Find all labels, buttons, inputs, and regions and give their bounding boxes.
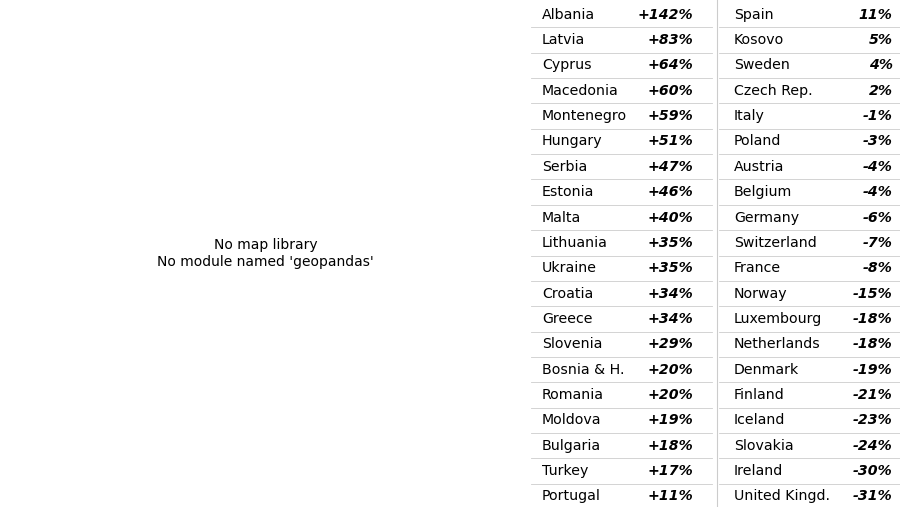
Text: +142%: +142%: [638, 8, 693, 22]
Text: Bulgaria: Bulgaria: [542, 439, 601, 453]
Text: France: France: [734, 261, 781, 275]
Text: Cyprus: Cyprus: [542, 58, 591, 73]
Text: -21%: -21%: [853, 388, 893, 402]
Text: Hungary: Hungary: [542, 134, 603, 149]
Text: +46%: +46%: [648, 185, 693, 199]
Text: Italy: Italy: [734, 109, 765, 123]
Text: Romania: Romania: [542, 388, 604, 402]
Text: Czech Rep.: Czech Rep.: [734, 84, 813, 98]
Text: No map library
No module named 'geopandas': No map library No module named 'geopanda…: [158, 238, 374, 269]
Text: -30%: -30%: [853, 464, 893, 478]
Text: +60%: +60%: [648, 84, 693, 98]
Text: Spain: Spain: [734, 8, 774, 22]
Text: Sweden: Sweden: [734, 58, 790, 73]
Text: Slovakia: Slovakia: [734, 439, 794, 453]
Text: Bosnia & H.: Bosnia & H.: [542, 363, 625, 377]
Text: Malta: Malta: [542, 210, 581, 225]
Text: 4%: 4%: [868, 58, 893, 73]
Text: Albania: Albania: [542, 8, 595, 22]
Text: -19%: -19%: [853, 363, 893, 377]
Text: +47%: +47%: [648, 160, 693, 174]
Text: +20%: +20%: [648, 363, 693, 377]
Text: Estonia: Estonia: [542, 185, 594, 199]
Text: +18%: +18%: [648, 439, 693, 453]
Text: -4%: -4%: [863, 160, 893, 174]
Text: Belgium: Belgium: [734, 185, 792, 199]
Text: -8%: -8%: [863, 261, 893, 275]
Text: -4%: -4%: [863, 185, 893, 199]
Text: Poland: Poland: [734, 134, 781, 149]
Text: +40%: +40%: [648, 210, 693, 225]
Text: Turkey: Turkey: [542, 464, 589, 478]
Text: Denmark: Denmark: [734, 363, 799, 377]
Text: Netherlands: Netherlands: [734, 337, 821, 351]
Text: Moldova: Moldova: [542, 413, 601, 427]
Text: +59%: +59%: [648, 109, 693, 123]
Text: +51%: +51%: [648, 134, 693, 149]
Text: Latvia: Latvia: [542, 33, 585, 47]
Text: -23%: -23%: [853, 413, 893, 427]
Text: Lithuania: Lithuania: [542, 236, 608, 250]
Text: Norway: Norway: [734, 286, 788, 301]
Text: -31%: -31%: [853, 489, 893, 503]
Text: Germany: Germany: [734, 210, 799, 225]
Text: +19%: +19%: [648, 413, 693, 427]
Text: +20%: +20%: [648, 388, 693, 402]
Text: Iceland: Iceland: [734, 413, 786, 427]
Text: Finland: Finland: [734, 388, 785, 402]
Text: Serbia: Serbia: [542, 160, 588, 174]
Text: +35%: +35%: [648, 236, 693, 250]
Text: -15%: -15%: [853, 286, 893, 301]
Text: +34%: +34%: [648, 312, 693, 326]
Text: Greece: Greece: [542, 312, 592, 326]
Text: Austria: Austria: [734, 160, 784, 174]
Text: -18%: -18%: [853, 337, 893, 351]
Text: +11%: +11%: [648, 489, 693, 503]
Text: +83%: +83%: [648, 33, 693, 47]
Text: 11%: 11%: [859, 8, 893, 22]
Text: 5%: 5%: [868, 33, 893, 47]
Text: United Kingd.: United Kingd.: [734, 489, 830, 503]
Text: Ireland: Ireland: [734, 464, 783, 478]
Text: Croatia: Croatia: [542, 286, 593, 301]
Text: Kosovo: Kosovo: [734, 33, 784, 47]
Text: -6%: -6%: [863, 210, 893, 225]
Text: Luxembourg: Luxembourg: [734, 312, 823, 326]
Text: Montenegro: Montenegro: [542, 109, 627, 123]
Text: +35%: +35%: [648, 261, 693, 275]
Text: +34%: +34%: [648, 286, 693, 301]
Text: +29%: +29%: [648, 337, 693, 351]
Text: +17%: +17%: [648, 464, 693, 478]
Text: Switzerland: Switzerland: [734, 236, 816, 250]
Text: Slovenia: Slovenia: [542, 337, 602, 351]
Text: -3%: -3%: [863, 134, 893, 149]
Text: Ukraine: Ukraine: [542, 261, 597, 275]
Text: -18%: -18%: [853, 312, 893, 326]
Text: -7%: -7%: [863, 236, 893, 250]
Text: 2%: 2%: [868, 84, 893, 98]
Text: -1%: -1%: [863, 109, 893, 123]
Text: Macedonia: Macedonia: [542, 84, 619, 98]
Text: +64%: +64%: [648, 58, 693, 73]
Text: Portugal: Portugal: [542, 489, 601, 503]
Text: -24%: -24%: [853, 439, 893, 453]
